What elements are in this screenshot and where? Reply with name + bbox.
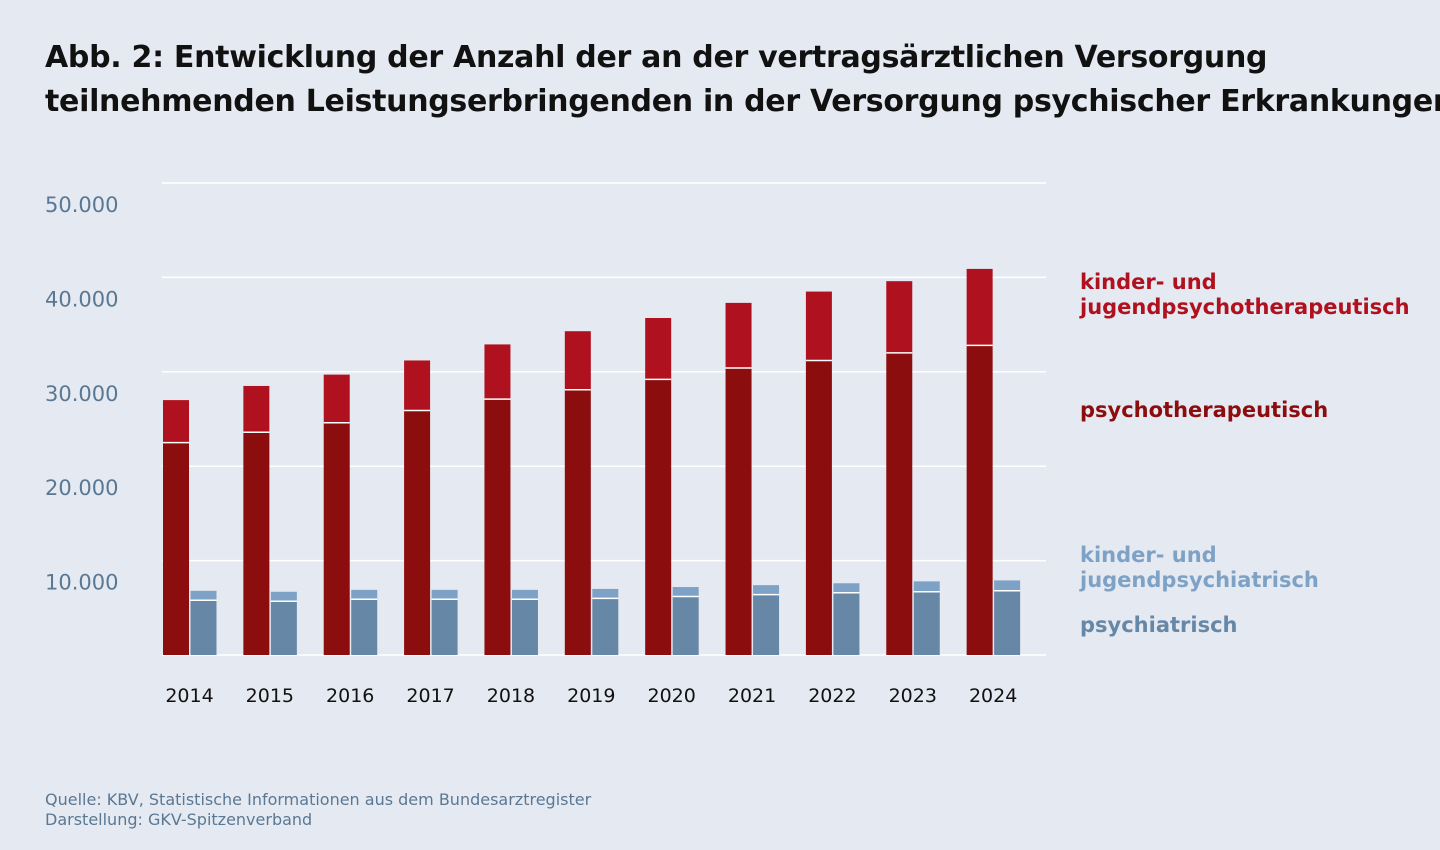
bar-psychotherapie-base-2019 [564,389,591,655]
bar-psychiatrie-top-2018 [511,589,538,600]
bar-psychotherapie-top-2017 [404,360,431,411]
chart-title-line1: Abb. 2: Entwicklung der Anzahl der an de… [45,40,1268,75]
bar-psychiatrie-base-2016 [351,599,378,655]
bar-psychotherapie-top-2019 [564,331,591,390]
bar-psychiatrie-base-2022 [833,592,860,655]
bar-psychiatrie-top-2019 [592,588,619,599]
bar-psychiatrie-base-2018 [511,599,538,655]
bar-psychiatrie-base-2017 [431,599,458,655]
source-note: Quelle: KBV, Statistische Informationen … [45,790,591,830]
y-axis-ticks: 10.000 20.000 30.000 40.000 50.000 [45,193,118,595]
bar-psychotherapie-base-2015 [243,432,270,655]
source-line1: Quelle: KBV, Statistische Informationen … [45,790,592,809]
chart-title-line2: teilnehmenden Leistungserbringenden in d… [45,84,1440,119]
x-tick-label: 2020 [648,685,696,707]
bar-psychotherapie-base-2014 [163,442,189,655]
y-tick-label: 20.000 [45,476,118,500]
x-tick-label: 2023 [889,685,937,707]
legend-kjpt-line2: jugendpsychotherapeutisch [1080,295,1410,319]
chart-title: Abb. 2: Entwicklung der Anzahl der an de… [45,36,1440,124]
bar-psychotherapie-top-2023 [886,281,913,353]
bar-psychotherapie-top-2018 [484,344,511,400]
legend-kjp-line2: jugendpsychiatrisch [1080,568,1319,592]
legend-kinder-jugendpsychotherapeutisch: kinder- und jugendpsychotherapeutisch [1080,270,1410,320]
bar-psychiatrie-top-2020 [672,587,699,597]
legend-psychotherapeutisch: psychotherapeutisch [1080,398,1329,422]
x-tick-label: 2016 [326,685,374,707]
bar-psychiatrie-top-2021 [753,585,780,595]
source-line2: Darstellung: GKV-Spitzenverband [45,810,313,829]
bars [163,268,1021,655]
y-tick-label: 50.000 [45,193,118,217]
bar-psychiatrie-base-2023 [913,591,940,655]
bar-psychiatrie-base-2015 [270,601,297,655]
x-tick-label: 2015 [246,685,294,707]
bar-psychiatrie-base-2014 [190,600,217,655]
bar-psychotherapie-top-2020 [645,317,672,380]
bar-psychotherapie-top-2014 [163,400,189,443]
bar-psychotherapie-base-2024 [966,345,993,655]
x-tick-label: 2014 [165,685,213,707]
y-tick-label: 30.000 [45,382,118,406]
bar-psychotherapie-base-2022 [805,360,832,655]
bar-psychotherapie-top-2021 [725,302,752,369]
bar-psychiatrie-top-2022 [833,583,860,593]
bar-psychiatrie-top-2023 [913,581,940,592]
bar-psychiatrie-top-2017 [431,589,458,600]
x-tick-label: 2021 [728,685,776,707]
y-tick-label: 40.000 [45,287,118,311]
bar-psychiatrie-base-2021 [753,594,780,655]
bar-psychiatrie-top-2014 [190,590,217,601]
bar-psychotherapie-base-2021 [725,368,752,655]
bar-psychiatrie-base-2020 [672,596,699,655]
bar-psychotherapie-base-2023 [886,352,913,655]
bar-psychiatrie-top-2015 [270,591,297,602]
bar-psychotherapie-base-2016 [323,422,350,655]
grid-lines [162,182,1046,656]
legend-kinder-jugendpsychiatrisch: kinder- und jugendpsychiatrisch [1080,543,1319,593]
bar-psychotherapie-top-2022 [805,291,832,361]
bar-psychotherapie-top-2015 [243,385,270,433]
x-axis-ticks: 2014 2015 2016 2017 2018 2019 2020 2021 2022 2023… [165,685,1017,707]
bar-psychotherapie-base-2018 [484,399,511,655]
x-tick-label: 2017 [406,685,454,707]
x-tick-label: 2024 [969,685,1017,707]
bar-psychiatrie-base-2019 [592,598,619,655]
bar-psychotherapie-base-2020 [645,379,672,655]
legend-psychiatrisch: psychiatrisch [1080,613,1238,637]
bar-psychiatrie-top-2024 [994,580,1021,591]
legend-kjpt-line1: kinder- und [1080,270,1217,294]
legend-kjp-line1: kinder- und [1080,543,1217,567]
bar-psychotherapie-top-2024 [966,268,993,346]
x-tick-label: 2019 [567,685,615,707]
bar-psychiatrie-base-2024 [994,590,1021,655]
bar-psychotherapie-base-2017 [404,410,431,655]
bar-psychotherapie-top-2016 [323,374,350,423]
x-tick-label: 2018 [487,685,535,707]
x-tick-label: 2022 [808,685,856,707]
bar-psychiatrie-top-2016 [351,589,378,600]
y-tick-label: 10.000 [45,571,118,595]
